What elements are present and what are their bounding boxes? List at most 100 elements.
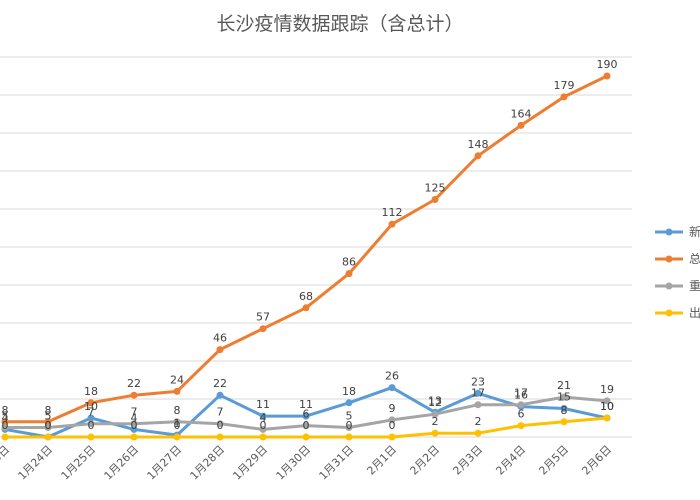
data-label: 8 <box>45 404 52 417</box>
data-point <box>302 433 310 441</box>
data-point <box>173 433 181 441</box>
data-point <box>603 72 611 80</box>
data-label: 17 <box>471 387 485 400</box>
data-label: 10 <box>600 400 614 413</box>
data-label: 0 <box>346 419 353 432</box>
legend-marker <box>665 228 673 236</box>
data-label: 0 <box>45 419 52 432</box>
data-label: 6 <box>518 408 525 421</box>
legend-label: 重 <box>689 279 700 293</box>
data-point <box>216 433 224 441</box>
x-tick-label: 1月29日 <box>231 443 271 483</box>
legend-item: 新 <box>655 224 700 239</box>
data-point <box>474 152 482 160</box>
data-point <box>560 93 568 101</box>
x-tick-label: 1月26日 <box>102 443 142 483</box>
data-point <box>130 433 138 441</box>
data-point <box>216 346 224 354</box>
legend-item: 出 <box>655 306 700 320</box>
data-point <box>216 391 224 399</box>
data-label: 10 <box>84 400 98 413</box>
data-label: 5 <box>346 410 353 423</box>
data-label: 23 <box>471 375 485 388</box>
x-tick-label: 1月28日 <box>188 443 228 483</box>
data-point <box>560 393 568 401</box>
data-point <box>517 121 525 129</box>
data-point <box>302 412 310 420</box>
legend-marker <box>665 309 673 317</box>
data-point <box>87 420 95 428</box>
data-label: 8 <box>2 404 9 417</box>
data-point <box>259 425 267 433</box>
data-label: 46 <box>213 332 227 345</box>
data-point <box>517 401 525 409</box>
data-label: 125 <box>425 182 446 195</box>
x-tick-label: 2月5日 <box>536 443 571 478</box>
data-point <box>1 418 9 426</box>
data-label: 8 <box>561 404 568 417</box>
data-point <box>173 418 181 426</box>
data-label: 10 <box>600 400 614 413</box>
data-label: 0 <box>174 419 181 432</box>
data-point <box>216 420 224 428</box>
data-point <box>44 424 52 431</box>
x-axis-tick-labels: 1月23日 1月24日 1月25日 1月26日 1月27日 1月28日 1月29日 1月30日… <box>0 443 614 483</box>
data-point <box>431 429 439 437</box>
data-label: 1 <box>174 417 181 430</box>
data-point <box>302 304 310 312</box>
data-point <box>345 270 353 278</box>
data-label: 68 <box>299 290 313 303</box>
data-point <box>603 414 611 422</box>
data-point <box>474 401 482 409</box>
chart-title: 长沙疫情数据跟踪（含总计） <box>216 13 463 35</box>
data-label: 112 <box>382 206 403 219</box>
data-label: 7 <box>131 406 138 419</box>
data-point <box>1 433 9 441</box>
series-lines <box>4 74 608 439</box>
data-label: 0 <box>303 419 310 432</box>
x-tick-label: 1月30日 <box>274 443 314 483</box>
data-label: 0 <box>45 419 52 432</box>
data-label: 0 <box>217 419 224 432</box>
data-point <box>173 387 181 395</box>
x-tick-label: 1月23日 <box>0 443 12 483</box>
data-point <box>388 384 396 392</box>
data-label: 5 <box>2 410 9 423</box>
data-label: 12 <box>428 396 442 409</box>
data-point <box>345 399 353 407</box>
data-point <box>603 397 611 405</box>
x-tick-label: 2月1日 <box>364 443 399 478</box>
data-label: 6 <box>303 408 310 421</box>
data-point <box>130 425 138 433</box>
data-label: 4 <box>260 411 267 424</box>
data-point <box>44 418 52 426</box>
x-tick-label: 2月3日 <box>450 443 485 478</box>
x-tick-label: 1月27日 <box>145 443 185 483</box>
legend-item: 重 <box>655 279 700 293</box>
data-label: 24 <box>170 373 184 386</box>
data-label: 86 <box>342 256 356 269</box>
data-point <box>345 424 353 431</box>
legend-marker <box>665 282 673 290</box>
data-label: 7 <box>217 406 224 419</box>
data-label: 17 <box>514 387 528 400</box>
legend-label: 出 <box>689 306 700 320</box>
data-label: 2 <box>432 415 439 428</box>
series-points <box>1 72 611 441</box>
data-point <box>474 389 482 397</box>
x-tick-label: 1月24日 <box>16 443 56 483</box>
x-tick-label: 2月4日 <box>493 443 528 478</box>
data-label: 7 <box>88 406 95 419</box>
data-label: 2 <box>475 415 482 428</box>
data-label: 18 <box>342 385 356 398</box>
data-point <box>560 405 568 412</box>
data-label: 164 <box>511 107 532 120</box>
data-label: 4 <box>131 411 138 424</box>
x-tick-label: 2月6日 <box>579 443 614 478</box>
data-point <box>388 433 396 441</box>
data-label: 19 <box>600 383 614 396</box>
data-point <box>560 418 568 426</box>
legend-label: 总 <box>689 252 700 266</box>
data-label: 0 <box>2 419 9 432</box>
